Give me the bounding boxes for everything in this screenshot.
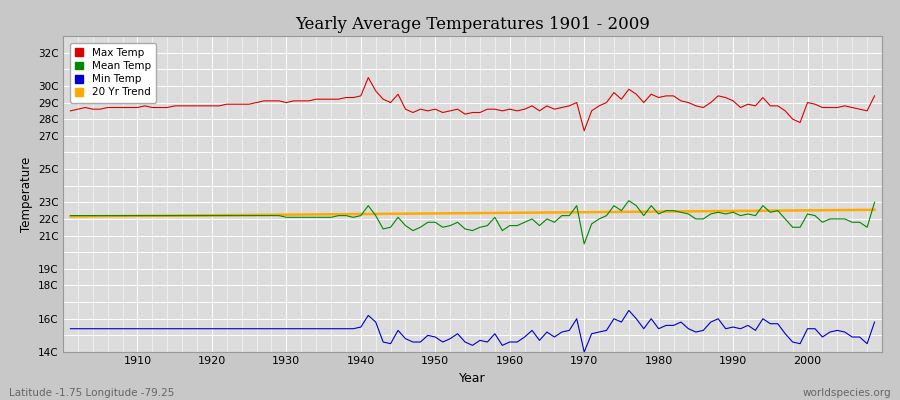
Text: worldspecies.org: worldspecies.org	[803, 388, 891, 398]
X-axis label: Year: Year	[459, 372, 486, 385]
Text: Latitude -1.75 Longitude -79.25: Latitude -1.75 Longitude -79.25	[9, 388, 175, 398]
Title: Yearly Average Temperatures 1901 - 2009: Yearly Average Temperatures 1901 - 2009	[295, 16, 650, 33]
Legend: Max Temp, Mean Temp, Min Temp, 20 Yr Trend: Max Temp, Mean Temp, Min Temp, 20 Yr Tre…	[70, 43, 156, 102]
Y-axis label: Temperature: Temperature	[20, 156, 32, 232]
